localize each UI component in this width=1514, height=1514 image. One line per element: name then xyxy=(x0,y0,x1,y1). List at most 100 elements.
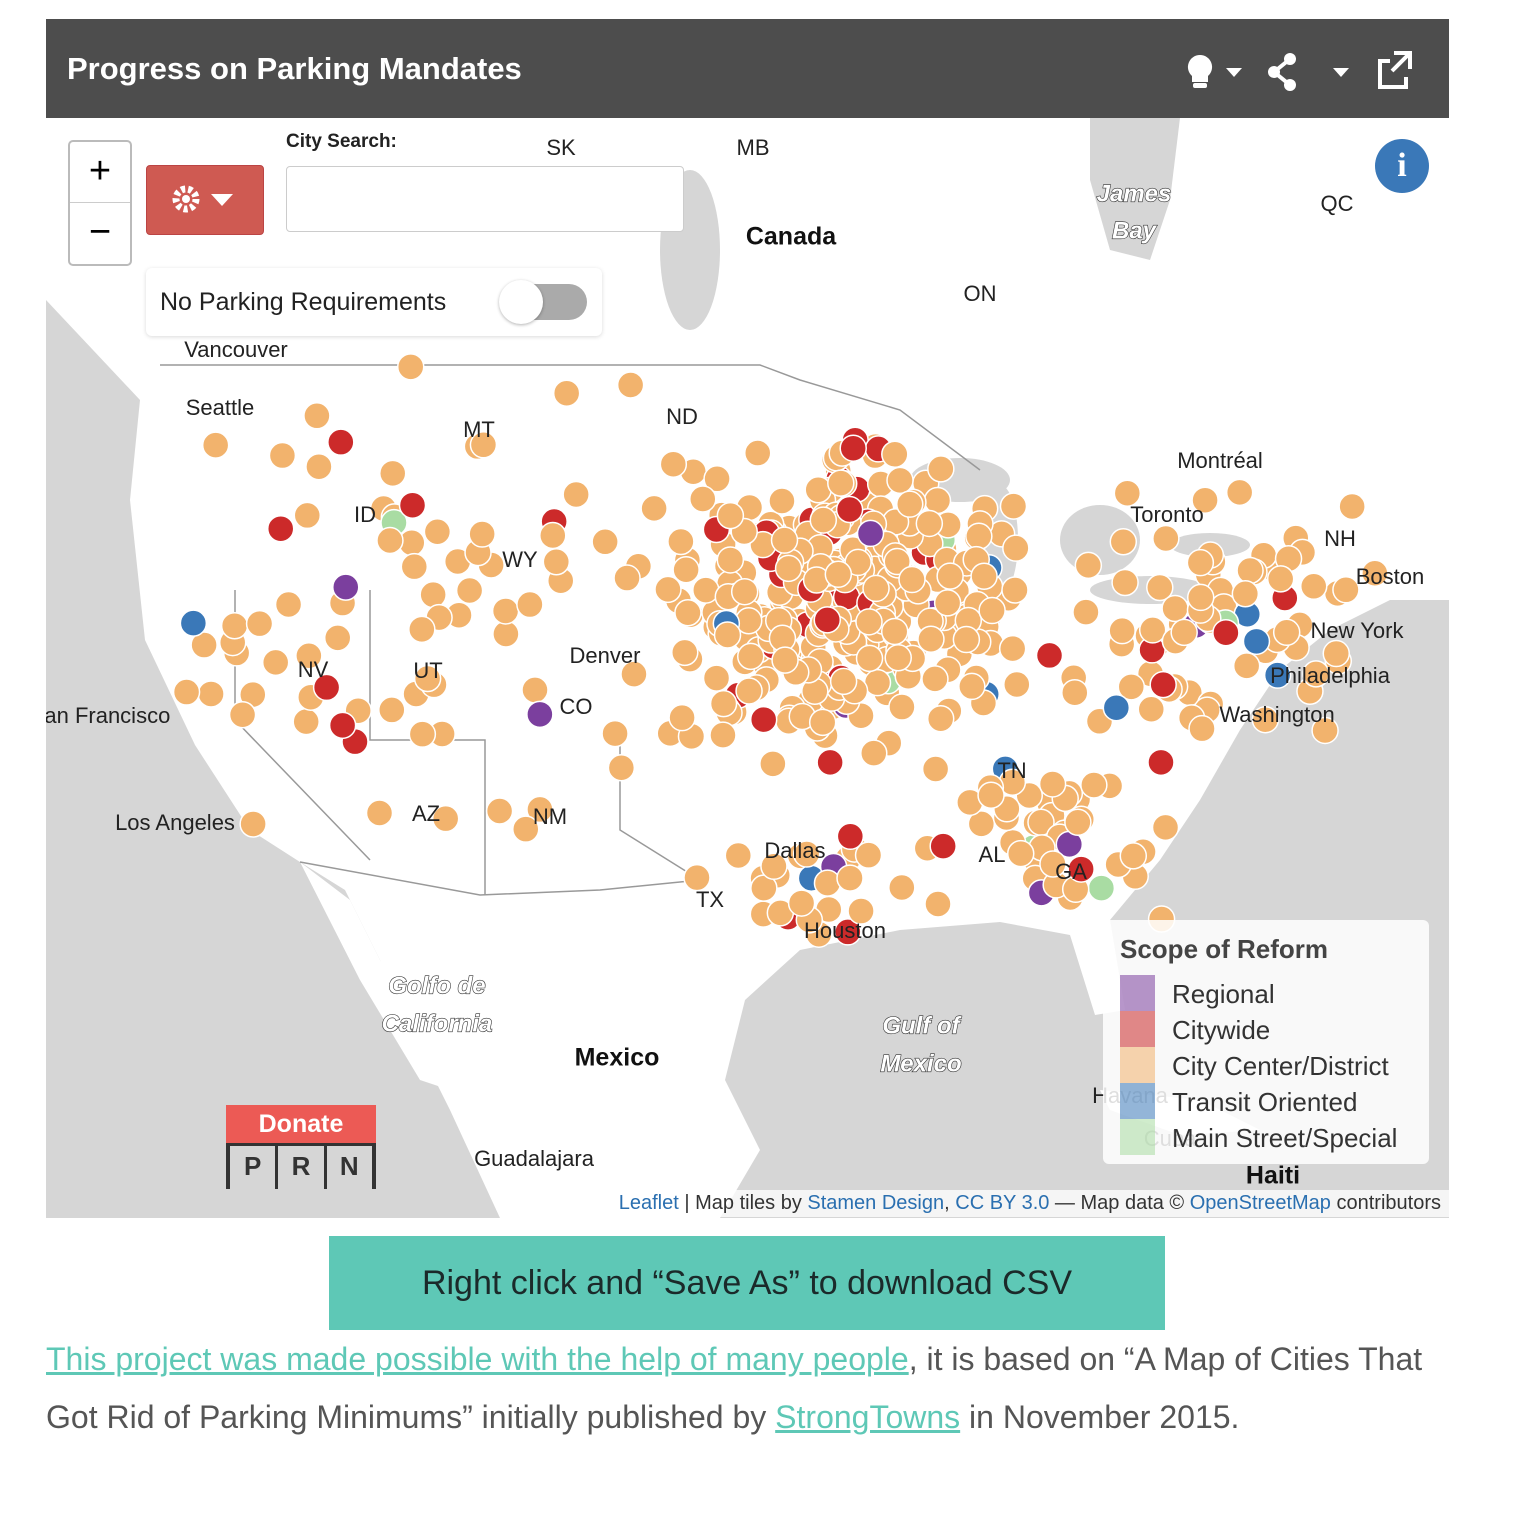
marker xyxy=(172,678,201,706)
legend-label: Transit Oriented xyxy=(1172,1087,1358,1117)
legend-swatch xyxy=(1120,1119,1155,1155)
marker xyxy=(613,564,641,592)
marker xyxy=(455,576,484,605)
marker xyxy=(667,527,695,556)
marker xyxy=(616,371,645,399)
marker xyxy=(836,864,864,892)
attribution-link[interactable]: OpenStreetMap xyxy=(1189,1192,1331,1214)
marker xyxy=(378,696,406,724)
marker xyxy=(702,664,731,692)
marker xyxy=(724,841,753,870)
marker xyxy=(813,606,842,634)
marker xyxy=(855,644,884,673)
marker xyxy=(836,822,865,851)
map-label: ON xyxy=(964,281,997,306)
paragraph-link[interactable]: StrongTowns xyxy=(775,1399,961,1435)
marker xyxy=(1338,492,1366,521)
header-icons[interactable] xyxy=(1166,39,1449,99)
map-label: San Francisco xyxy=(46,703,170,728)
marker xyxy=(408,720,437,748)
marker xyxy=(654,575,682,604)
legend-item: Regional xyxy=(1120,975,1420,1011)
marker xyxy=(228,700,257,729)
marker xyxy=(1102,693,1131,722)
settings-button[interactable] xyxy=(146,165,264,235)
marker xyxy=(888,873,916,902)
marker xyxy=(376,526,404,555)
marker xyxy=(998,634,1027,663)
marker xyxy=(1003,670,1031,699)
marker xyxy=(1002,534,1030,562)
map-label: Toronto xyxy=(1130,502,1203,527)
attribution-link[interactable]: Leaflet xyxy=(618,1192,679,1214)
zoom-in[interactable]: + xyxy=(70,142,130,203)
city-search-input[interactable] xyxy=(286,166,684,232)
marker xyxy=(201,431,230,459)
marker xyxy=(759,750,787,778)
paragraph-link[interactable]: This project was made possible with the … xyxy=(46,1341,909,1377)
attribution-text: | Map tiles by xyxy=(678,1192,808,1214)
map-label: Houston xyxy=(804,918,886,943)
legend-swatch xyxy=(1120,1011,1155,1047)
marker xyxy=(952,625,981,654)
marker xyxy=(737,642,765,671)
marker xyxy=(1170,618,1198,647)
marker xyxy=(834,918,862,946)
marker xyxy=(1087,874,1116,902)
map-label: New York xyxy=(1311,618,1405,643)
map-label: Philadelphia xyxy=(1270,663,1391,688)
paragraph-text: , it is based on “A Map of Cities That G… xyxy=(46,1341,1423,1435)
map[interactable]: SK MB Canada James Bay QC ON Montréal Toronto NH B… xyxy=(46,118,1449,1218)
marker xyxy=(492,620,520,648)
marker xyxy=(303,402,331,430)
map-label: Canada xyxy=(746,223,837,251)
marker xyxy=(668,703,696,732)
marker xyxy=(1146,573,1174,602)
attribution-text: contributors xyxy=(1330,1192,1441,1214)
toggle-switch[interactable] xyxy=(499,280,587,324)
info-button[interactable]: i xyxy=(1375,139,1429,193)
legend-title: Scope of Reform xyxy=(1120,934,1329,964)
marker xyxy=(1108,616,1136,645)
marker xyxy=(792,840,821,868)
marker xyxy=(1149,670,1177,699)
marker xyxy=(970,562,998,590)
toggle-label: No Parking Requirements xyxy=(160,288,447,316)
legend-swatch xyxy=(1120,975,1155,1011)
marker xyxy=(703,465,731,493)
marker xyxy=(787,889,816,917)
legend-item: Citywide xyxy=(1120,1011,1420,1047)
map-label: UT xyxy=(413,658,442,683)
markers[interactable] xyxy=(172,353,1389,948)
marker xyxy=(1242,627,1271,656)
zoom-control[interactable]: + − xyxy=(68,140,132,266)
marker xyxy=(958,672,986,701)
donate-label[interactable]: Donate xyxy=(226,1105,376,1143)
marker xyxy=(413,664,442,693)
download-csv-button[interactable]: Right click and “Save As” to download CS… xyxy=(329,1236,1165,1330)
marker xyxy=(268,441,297,470)
attribution-link[interactable]: CC BY 3.0 xyxy=(955,1192,1050,1214)
map-label: NV xyxy=(298,657,329,682)
marker xyxy=(824,560,853,589)
marker xyxy=(396,353,425,381)
attribution-link[interactable]: Stamen Design xyxy=(807,1192,945,1214)
marker xyxy=(332,573,360,601)
marker xyxy=(888,693,916,721)
map-label: NM xyxy=(533,804,567,829)
map-label: Washington xyxy=(1219,702,1334,727)
marker xyxy=(709,689,738,718)
marker xyxy=(1067,855,1095,883)
marker xyxy=(827,469,855,497)
marker xyxy=(1151,813,1180,842)
map-label: Gulf of xyxy=(882,1012,961,1039)
marker xyxy=(923,486,952,515)
marker xyxy=(607,753,636,782)
marker xyxy=(1322,639,1351,668)
zoom-out[interactable]: − xyxy=(88,211,112,253)
marker xyxy=(305,452,333,481)
legend-label: Citywide xyxy=(1172,1015,1271,1045)
marker xyxy=(591,528,619,556)
